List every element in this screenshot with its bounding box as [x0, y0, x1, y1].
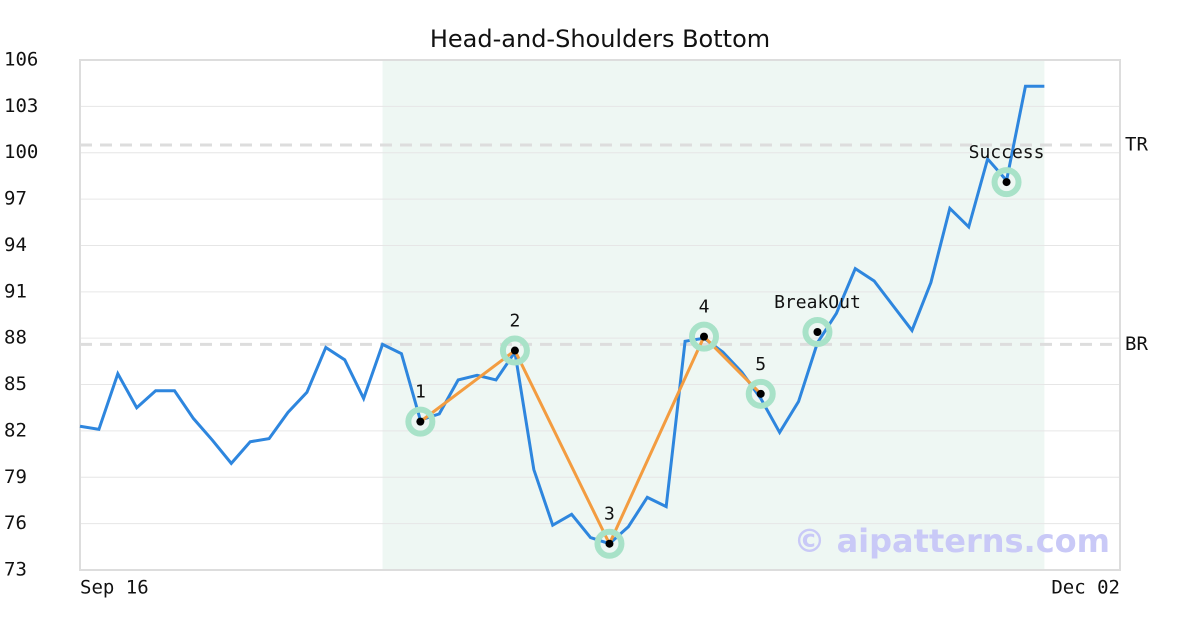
annotation-point-ring [991, 167, 1022, 198]
pattern-point-label: 1 [415, 382, 426, 403]
y-tick-label: 82 [4, 419, 27, 441]
pattern-point-label: 4 [699, 297, 710, 318]
pattern-region [382, 60, 1045, 570]
pattern-point-dot [700, 332, 708, 341]
pattern-point-label: 2 [509, 311, 520, 332]
pattern-point-dot [756, 389, 765, 398]
x-tick-label: Dec 02 [1051, 577, 1120, 599]
y-tick-label: 97 [4, 188, 27, 210]
pattern-point-ring [594, 528, 625, 559]
y-tick-label: 76 [4, 512, 27, 534]
y-tick-label: 91 [4, 280, 27, 302]
pattern-point-dot [605, 539, 614, 548]
y-tick-label: 73 [4, 559, 27, 581]
y-tick-label: 103 [4, 95, 38, 117]
watermark: © aipatterns.com [793, 522, 1110, 560]
annotation-point-ring [802, 317, 833, 347]
y-tick-label: 100 [4, 141, 38, 163]
chart-title: Head-and-Shoulders Bottom [430, 25, 770, 53]
pattern-point-ring [499, 335, 530, 366]
pattern-point-dot [416, 417, 425, 426]
y-tick-label: 88 [4, 327, 27, 349]
level-label: TR [1125, 134, 1148, 156]
y-tick-label: 79 [4, 466, 27, 488]
pattern-point-ring [745, 378, 776, 409]
level-label: BR [1125, 333, 1148, 355]
y-tick-label: 85 [4, 373, 27, 395]
y-tick-label: 106 [4, 49, 38, 71]
pattern-point-dot [510, 346, 519, 355]
annotation-point-dot [813, 328, 822, 336]
plot-frame [79, 59, 1121, 571]
pattern-point-label: 3 [604, 504, 615, 525]
pattern-point-ring [689, 321, 719, 352]
annotation-point-dot [1002, 178, 1011, 187]
pattern-point-label: 5 [755, 354, 766, 375]
y-tick-label: 94 [4, 234, 27, 256]
annotation-label: Success [969, 142, 1045, 163]
pattern-point-ring [405, 406, 436, 437]
price-line [79, 84, 1045, 546]
annotation-label: BreakOut [774, 292, 861, 313]
x-tick-label: Sep 16 [80, 577, 149, 599]
